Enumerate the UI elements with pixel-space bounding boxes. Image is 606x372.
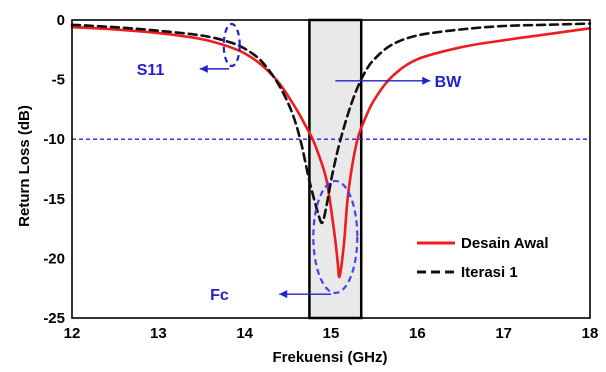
x-axis-title: Frekuensi (GHz) [272,349,387,366]
x-tick-label: 15 [323,325,340,342]
annotation-label-fc: Fc [210,287,229,304]
axes-layer [71,19,591,319]
annotation-label-bw: BW [435,74,463,91]
y-tick-label: -10 [43,131,65,148]
x-tick-label: 17 [495,325,512,342]
legend-label-iterasi-1: Iterasi 1 [461,264,518,281]
y-tick-label: -20 [43,250,65,267]
series-line-1 [70,22,592,225]
fc-ellipse [312,179,359,295]
x-tick-label: 16 [409,325,426,342]
y-axis-title: Return Loss (dB) [16,105,33,227]
tick-labels-layer: 12 13 14 15 16 17 18 0 -5 -10 -15 -20 -25 [43,12,598,342]
y-tick-label: -5 [52,72,65,89]
x-tick-label: 12 [64,325,81,342]
y-tick-label: -15 [43,191,65,208]
highlight-band-layer [308,18,363,320]
x-tick-label: 13 [150,325,167,342]
annotation-layer: S11 BW Fc [137,22,463,304]
annotation-label-s11: S11 [137,62,165,79]
legend-label-desain-awal: Desain Awal [461,235,549,252]
legend: Desain Awal Iterasi 1 [417,235,549,281]
s11-ellipse [222,22,241,68]
x-tick-label: 18 [582,325,599,342]
series-layer [70,22,592,279]
bandwidth-band [308,18,363,320]
plot-frame [71,19,591,319]
bw-arrow-head [422,76,431,85]
fc-arrow-head [279,290,288,299]
y-tick-label: 0 [57,12,65,29]
x-tick-label: 14 [236,325,253,342]
y-tick-label: -25 [43,310,65,327]
s11-arrow-head [199,64,208,73]
series-line-0 [70,25,592,279]
